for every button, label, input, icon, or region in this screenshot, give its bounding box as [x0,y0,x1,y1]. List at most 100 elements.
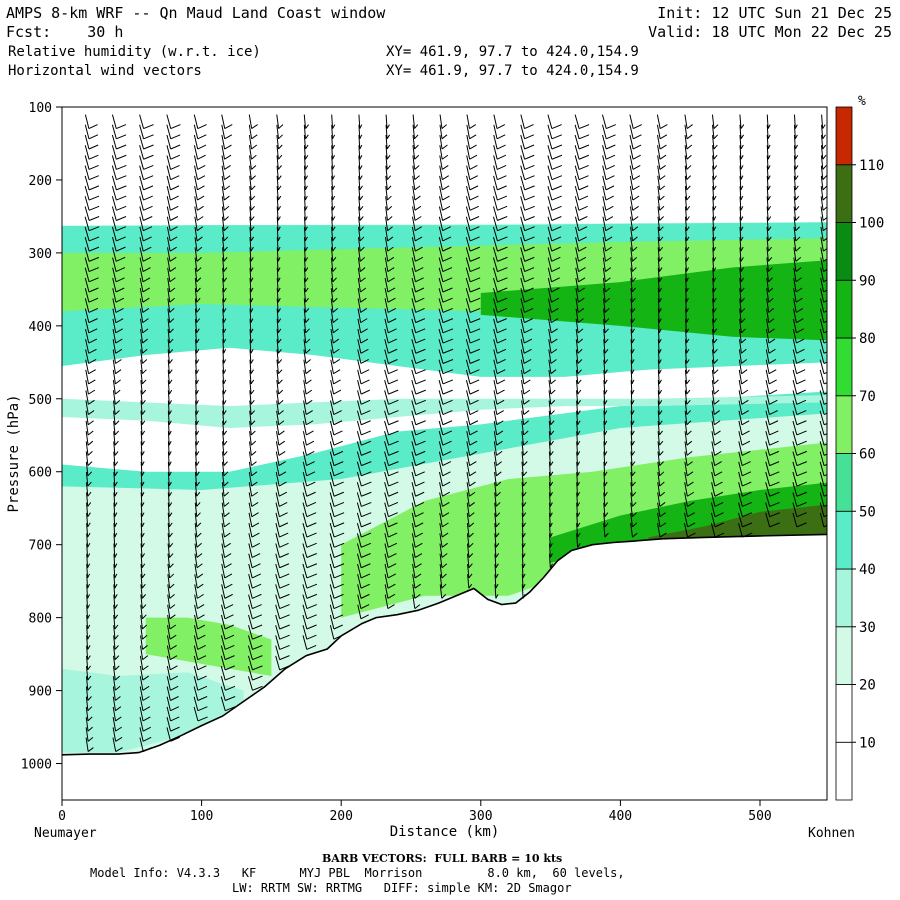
barb-staff [385,155,388,170]
barb-flag [387,236,394,242]
barb-staff [222,380,225,395]
barb-staff [738,451,743,466]
barb-flag [332,246,337,252]
barb-staff [657,257,660,272]
barb-staff [792,461,798,476]
barb-staff [548,400,552,415]
barb-flag [822,227,827,232]
barb-staff [603,502,606,517]
barb-staff [520,380,525,395]
barb-flag [142,634,148,640]
barb-staff [194,165,198,180]
barb-flag [360,379,370,385]
barb-flag [686,175,692,181]
barb-staff [384,471,389,487]
barb-staff [792,420,798,436]
barb-flag [359,267,366,272]
barb-staff [684,186,688,201]
barb-staff [630,420,633,436]
barb-flag [414,246,423,252]
barb-staff [766,216,769,231]
barb-staff [329,512,335,528]
barb-flag [388,420,399,426]
barb-staff [548,431,552,446]
barb-staff [793,114,796,129]
barb-staff [629,165,634,180]
barb-flag [767,236,772,242]
barb-flag [686,399,691,405]
barb-staff [494,471,497,487]
barb-flag [143,185,154,191]
barb-staff [329,431,335,446]
barb-flag [170,164,180,170]
barb-flag [604,502,608,507]
barb-staff [793,257,797,272]
barb-flag [387,277,395,283]
barb-staff [494,492,497,507]
barb-staff [493,124,498,139]
barb-flag [414,175,420,181]
barb-flag [796,481,808,487]
barb-staff [411,288,417,303]
barb-flag [87,675,92,681]
barb-flag [278,399,284,405]
barb-flag [631,297,636,303]
barb-flag [795,205,800,211]
barb-staff [86,502,89,517]
barb-flag [796,359,806,364]
barb-staff [520,298,525,313]
barb-staff [140,553,143,568]
rh-band-9 [145,617,272,676]
barb-staff [112,369,116,384]
barb-flag [359,165,363,170]
barb-flag [170,144,181,150]
barb-staff [331,226,334,241]
barb-staff [357,369,362,385]
barb-staff [220,686,226,701]
barb-staff [411,308,417,323]
barb-staff [276,216,279,231]
barb-flag [767,134,771,140]
barb-staff [819,420,825,436]
barb-staff [793,288,797,303]
barb-staff [113,451,116,466]
barb-staff [494,584,497,599]
barb-flag [196,267,202,272]
barb-staff [331,196,334,211]
barb-staff [602,155,607,170]
barb-flag [332,308,338,313]
barb-staff [576,451,579,466]
barb-staff [220,645,226,660]
barb-flag [360,277,366,283]
barb-staff [438,359,444,374]
barb-flag [114,461,119,466]
station-right: Kohnen [808,826,855,841]
barb-flag [469,246,480,252]
barb-flag [442,491,450,497]
barb-flag [168,420,172,425]
barb-flag [250,359,254,364]
barb-flag [524,175,535,181]
barb-flag [550,379,556,385]
barb-staff [384,533,389,548]
barb-staff [139,134,145,150]
barb-flag [415,471,425,477]
barb-column [574,114,590,548]
barb-staff [520,165,526,180]
barb-staff [384,298,389,313]
barb-staff [84,145,90,160]
barb-staff [85,696,89,711]
barb-staff [167,543,171,558]
barb-flag [88,134,99,140]
barb-staff [302,522,308,538]
barb-staff [548,502,551,517]
barb-staff [84,226,90,242]
barb-staff [820,186,824,201]
barb-flag [197,134,207,140]
barb-staff [140,461,143,476]
barb-flag [87,451,93,456]
barb-flag [469,205,479,211]
barb-flag [823,474,827,477]
barb-flag [686,144,693,150]
barb-flag [469,348,481,354]
